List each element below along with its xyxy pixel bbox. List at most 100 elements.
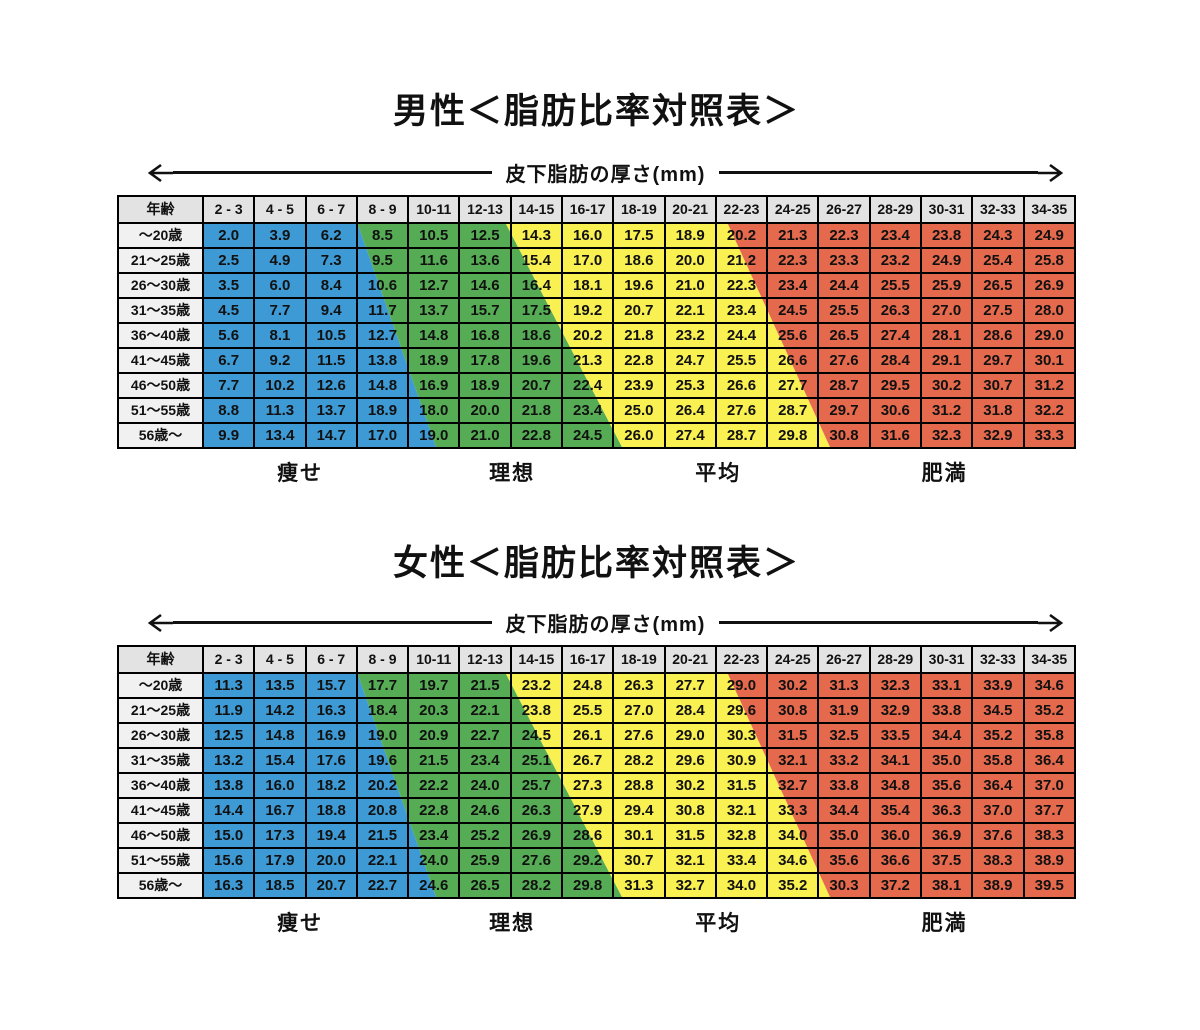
female-band-labels: 痩せ 理想 平均 肥満 (117, 907, 1076, 937)
fat-percentage-cell: 21.3 (766, 221, 820, 249)
band-category-label: 肥満 (921, 911, 968, 935)
fat-percentage-cell: 24.6 (458, 796, 512, 824)
fat-percentage-cell: 32.9 (868, 696, 922, 724)
fat-percentage-cell: 20.7 (304, 871, 358, 899)
fat-percentage-cell: 14.8 (355, 371, 410, 399)
thickness-column-header: 24-25 (766, 194, 820, 224)
arrow-left-icon (147, 163, 173, 182)
fat-percentage-cell: 21.3 (560, 346, 615, 374)
fat-percentage-cell: 23.4 (407, 821, 461, 849)
thickness-column-header: 10-11 (407, 644, 461, 674)
fat-percentage-cell: 27.9 (560, 796, 615, 824)
fat-percentage-cell: 29.0 (663, 721, 717, 749)
fat-percentage-cell: 24.4 (714, 321, 769, 349)
fat-percentage-cell: 16.0 (253, 771, 307, 799)
fat-percentage-cell: 28.4 (663, 696, 717, 724)
fat-percentage-cell: 4.5 (201, 296, 256, 324)
fat-percentage-cell: 16.8 (458, 321, 512, 349)
fat-percentage-cell: 15.7 (458, 296, 512, 324)
fat-percentage-cell: 37.2 (868, 871, 922, 899)
fat-percentage-cell: 28.8 (612, 771, 666, 799)
fat-percentage-cell: 28.7 (766, 396, 820, 424)
fat-percentage-cell: 27.4 (663, 421, 717, 449)
thickness-column-header: 22-23 (714, 194, 769, 224)
fat-percentage-cell: 25.3 (663, 371, 717, 399)
arrow-right-icon (1038, 613, 1064, 632)
table-row: 46～50歳 7.7 10.2 12.6 14.8 16.9 18.9 20.7 22.4 23.… (117, 371, 1076, 399)
fat-percentage-cell: 24.9 (919, 246, 974, 274)
fat-percentage-cell: 23.2 (509, 671, 563, 699)
fat-percentage-cell: 20.2 (714, 221, 769, 249)
fat-percentage-cell: 32.3 (868, 671, 922, 699)
fat-percentage-cell: 17.8 (458, 346, 512, 374)
table-row: 31～35歳 4.5 7.7 9.4 11.7 13.7 15.7 17.5 19.2 20.7 2… (117, 296, 1076, 324)
fat-percentage-cell: 35.2 (1022, 696, 1076, 724)
fat-percentage-cell: 23.4 (766, 271, 820, 299)
fat-percentage-cell: 37.7 (1022, 796, 1076, 824)
fat-percentage-cell: 21.5 (407, 746, 461, 774)
fat-percentage-cell: 32.1 (663, 846, 717, 874)
fat-percentage-cell: 32.1 (766, 746, 820, 774)
fat-percentage-cell: 34.0 (714, 871, 769, 899)
fat-percentage-cell: 28.6 (971, 321, 1025, 349)
fat-percentage-cell: 35.6 (919, 771, 974, 799)
age-row-label: 26～30歳 (117, 271, 204, 299)
band-category-label: 理想 (489, 911, 536, 935)
fat-percentage-cell: 28.2 (612, 746, 666, 774)
fat-percentage-cell: 34.1 (868, 746, 922, 774)
fat-percentage-cell: 32.5 (817, 721, 871, 749)
table-row: 26～30歳 12.5 14.8 16.9 19.0 20.9 22.7 24.5 26.1 27… (117, 721, 1076, 749)
table-row: 36～40歳 13.8 16.0 18.2 20.2 22.2 24.0 25.7 27.3 28… (117, 771, 1076, 799)
fat-percentage-cell: 18.4 (355, 696, 410, 724)
fat-percentage-cell: 23.4 (560, 396, 615, 424)
fat-percentage-cell: 28.0 (1022, 296, 1076, 324)
fat-percentage-cell: 19.0 (355, 721, 410, 749)
fat-percentage-cell: 31.5 (663, 821, 717, 849)
fat-percentage-cell: 7.7 (201, 371, 256, 399)
fat-percentage-cell: 21.5 (355, 821, 410, 849)
age-row-label: 36～40歳 (117, 771, 204, 799)
fat-percentage-cell: 35.8 (1022, 721, 1076, 749)
fat-percentage-cell: 12.7 (355, 321, 410, 349)
fat-percentage-cell: 27.6 (612, 721, 666, 749)
fat-percentage-cell: 30.2 (663, 771, 717, 799)
fat-percentage-cell: 28.1 (919, 321, 974, 349)
fat-percentage-cell: 38.9 (1022, 846, 1076, 874)
fat-percentage-cell: 22.8 (509, 421, 563, 449)
thickness-column-header: 28-29 (868, 644, 922, 674)
table-row: 21～25歳 2.5 4.9 7.3 9.5 11.6 13.6 15.4 17.0 18.6 20… (117, 246, 1076, 274)
age-row-label: 41～45歳 (117, 796, 204, 824)
thickness-column-header: 6 - 7 (304, 644, 358, 674)
fat-percentage-cell: 17.9 (253, 846, 307, 874)
table-row: 41～45歳 6.7 9.2 11.5 13.8 18.9 17.8 19.6 21.3 22.8… (117, 346, 1076, 374)
fat-percentage-cell: 26.9 (1022, 271, 1076, 299)
thickness-column-header: 12-13 (458, 194, 512, 224)
table-row: 26～30歳 3.5 6.0 8.4 10.6 12.7 14.6 16.4 18.1 19.6 2… (117, 271, 1076, 299)
table-row: ～20歳 11.3 13.5 15.7 17.7 19.7 21.5 23.2 24.8 26.3… (117, 671, 1076, 699)
fat-percentage-cell: 35.2 (766, 871, 820, 899)
fat-percentage-cell: 4.9 (253, 246, 307, 274)
age-row-label: 56歳～ (117, 421, 204, 449)
fat-percentage-cell: 16.3 (201, 871, 256, 899)
fat-percentage-cell: 18.6 (612, 246, 666, 274)
fat-percentage-cell: 21.8 (509, 396, 563, 424)
fat-percentage-cell: 17.5 (509, 296, 563, 324)
fat-percentage-cell: 25.4 (971, 246, 1025, 274)
fat-percentage-cell: 20.2 (560, 321, 615, 349)
fat-percentage-cell: 38.1 (919, 871, 974, 899)
fat-percentage-cell: 30.1 (612, 821, 666, 849)
fat-percentage-cell: 27.6 (714, 396, 769, 424)
fat-percentage-cell: 35.0 (919, 746, 974, 774)
fat-percentage-cell: 25.0 (612, 396, 666, 424)
age-row-label: 21～25歳 (117, 696, 204, 724)
fat-percentage-cell: 8.1 (253, 321, 307, 349)
fat-percentage-cell: 30.8 (817, 421, 871, 449)
thickness-column-header: 10-11 (407, 194, 461, 224)
age-row-label: 31～35歳 (117, 296, 204, 324)
fat-percentage-cell: 22.1 (458, 696, 512, 724)
fat-percentage-cell: 11.3 (201, 671, 256, 699)
fat-percentage-cell: 10.2 (253, 371, 307, 399)
fat-percentage-cell: 18.0 (407, 396, 461, 424)
fat-percentage-cell: 37.0 (971, 796, 1025, 824)
